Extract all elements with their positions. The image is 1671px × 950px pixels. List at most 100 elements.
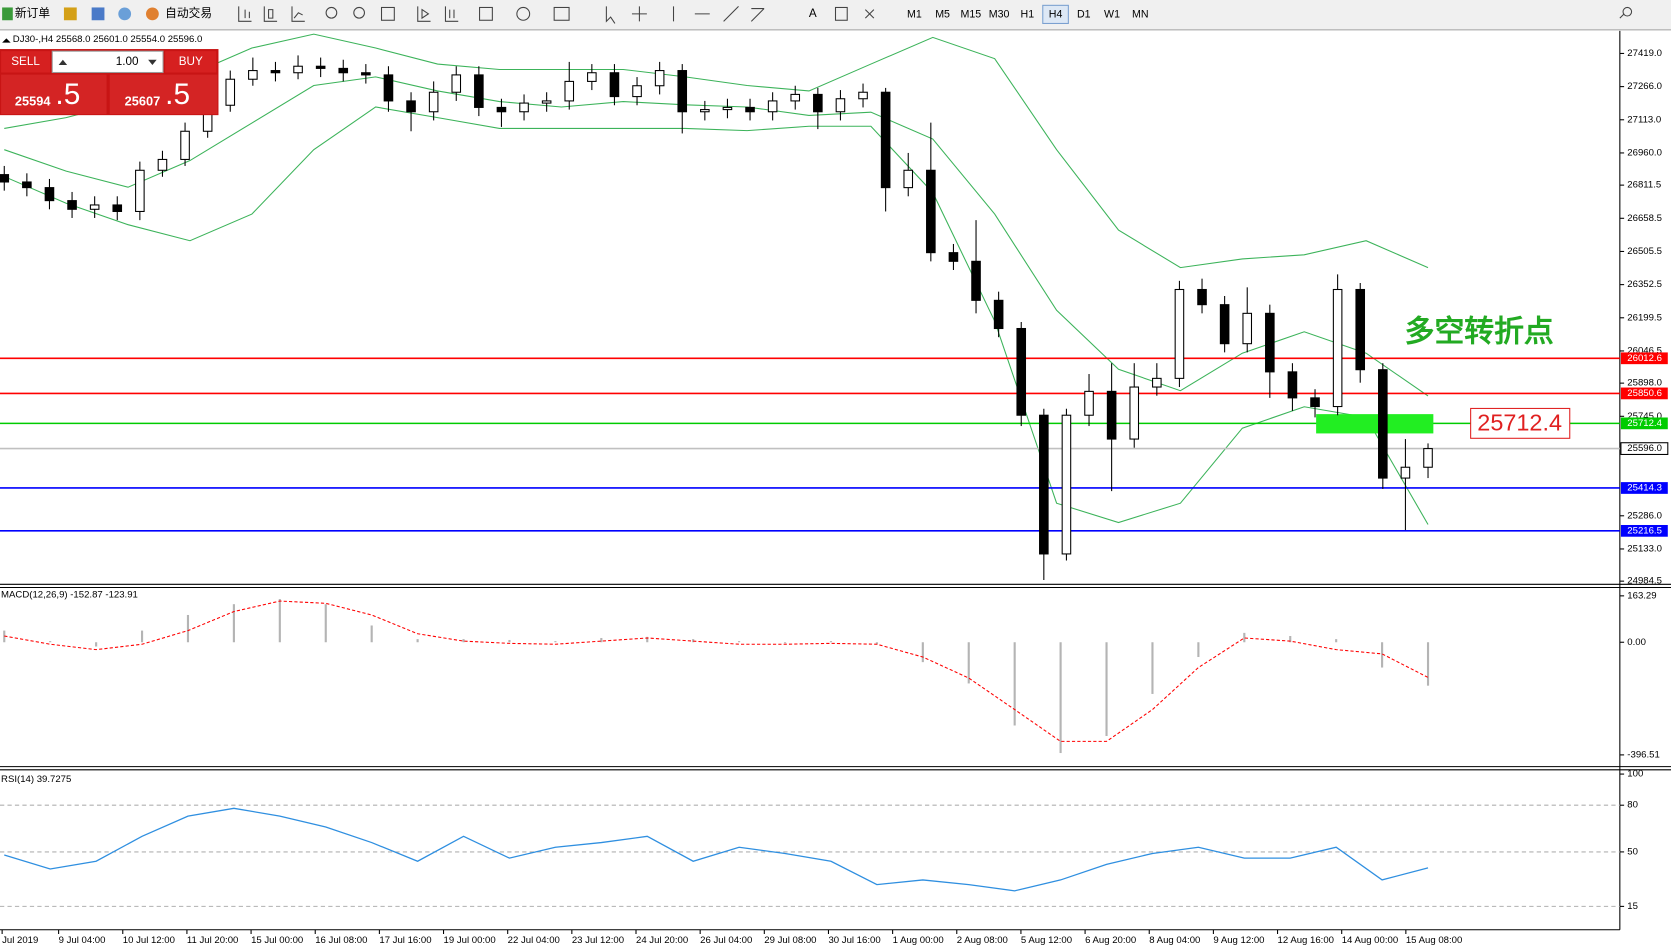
- band-lower: [4, 106, 1429, 525]
- macd-bar: [875, 642, 878, 645]
- x-tick-label: 10 Jul 12:00: [123, 935, 175, 946]
- y-tick-label: 26658.5: [1627, 213, 1662, 224]
- macd-bar: [646, 636, 649, 643]
- candle-body: [564, 80, 575, 102]
- level-label: 26012.6: [1627, 353, 1662, 364]
- macd-bar: [738, 641, 741, 643]
- candle-body: [1084, 390, 1094, 416]
- y-tick-label: 26505.5: [1627, 246, 1662, 257]
- x-tick-label: 29 Jul 08:00: [764, 935, 816, 946]
- x-tick-label: 30 Jul 16:00: [828, 935, 880, 946]
- sell-label[interactable]: SELL: [11, 55, 40, 68]
- timeframe[interactable]: M30: [989, 9, 1010, 21]
- y-tick-label: 163.29: [1627, 590, 1656, 601]
- y-tick-label: 26960.0: [1627, 147, 1662, 158]
- candle-body: [225, 78, 236, 106]
- macd-bar: [1013, 642, 1016, 726]
- candle-body: [338, 67, 349, 74]
- timeframe[interactable]: H1: [1021, 9, 1035, 21]
- icon: [516, 6, 531, 21]
- icon: [145, 7, 159, 21]
- ask-fraction: .5: [165, 78, 190, 111]
- timeframe[interactable]: W1: [1104, 9, 1120, 21]
- ask-box[interactable]: [109, 74, 218, 115]
- macd-bar: [370, 625, 373, 643]
- timeframe[interactable]: H4: [1049, 9, 1063, 21]
- x-tick-label: 24 Jul 20:00: [636, 935, 688, 946]
- candle-body: [1423, 448, 1433, 468]
- macd-bar: [1243, 632, 1246, 643]
- macd-bar: [1289, 635, 1292, 643]
- timeframe[interactable]: MN: [1132, 9, 1149, 21]
- level-tag: [1620, 442, 1669, 455]
- icon: [553, 6, 570, 21]
- macd-bar: [49, 641, 52, 643]
- candle-body: [1287, 371, 1298, 399]
- pivot-callout: 25712.4: [1477, 410, 1562, 436]
- candle-body: [496, 106, 507, 113]
- icon: [631, 6, 647, 22]
- macd-bar: [186, 614, 190, 643]
- candle-body: [1378, 369, 1388, 479]
- candle-body: [112, 204, 123, 212]
- timeframe[interactable]: M15: [960, 9, 981, 21]
- timeframe[interactable]: D1: [1077, 9, 1091, 21]
- candle-body: [767, 100, 778, 113]
- candle-body: [270, 70, 281, 74]
- timeframe-active: [1042, 4, 1069, 24]
- x-tick-label: Jul 2019: [2, 935, 38, 946]
- y-tick-label: 26811.5: [1627, 180, 1661, 191]
- macd-bar: [829, 641, 833, 643]
- macd-title: MACD(12,26,9) -152.87 -123.91: [1, 589, 138, 600]
- y-tick-label: 100: [1627, 769, 1643, 780]
- candle-body: [1061, 414, 1072, 555]
- icon: [864, 9, 875, 19]
- candle-body: [835, 98, 846, 113]
- candle-body: [1332, 288, 1343, 408]
- buy-button[interactable]: [165, 51, 217, 73]
- candle-body: [67, 200, 77, 210]
- candle-body: [1039, 414, 1049, 555]
- timeframe[interactable]: M5: [935, 9, 950, 21]
- candle-body: [89, 204, 100, 210]
- macd-bar: [324, 604, 327, 643]
- rsi-line: [4, 807, 1429, 892]
- level-tag: [1620, 387, 1668, 400]
- macd-bar: [1381, 642, 1384, 668]
- x-tick-label: 8 Aug 04:00: [1149, 935, 1200, 946]
- timeframe[interactable]: M1: [907, 9, 922, 21]
- candle-body: [948, 252, 959, 262]
- macd-bar: [600, 637, 603, 643]
- macd-bar: [1335, 639, 1338, 643]
- candle-body: [1174, 288, 1185, 379]
- lot-input[interactable]: [51, 50, 164, 74]
- candle-body: [880, 91, 891, 189]
- x-tick-label: 12 Aug 16:00: [1278, 935, 1334, 946]
- icon: [63, 7, 77, 21]
- lot-value[interactable]: 1.00: [116, 55, 139, 68]
- macd-bar: [1197, 642, 1200, 658]
- candle-body: [1016, 327, 1027, 416]
- auto-trading[interactable]: 自动交易: [165, 6, 212, 20]
- chart-header: DJ30-,H4 25568.0 25601.0 25554.0 25596.0: [13, 34, 203, 45]
- candle-body: [1219, 304, 1230, 345]
- x-tick-label: 14 Aug 00:00: [1342, 935, 1398, 946]
- candle-body: [293, 65, 303, 74]
- macd-bar: [554, 641, 557, 643]
- level-label: 25596.0: [1627, 443, 1662, 454]
- x-tick-label: 26 Jul 04:00: [700, 935, 752, 946]
- x-tick-label: 15 Aug 08:00: [1406, 935, 1462, 946]
- icon: [263, 6, 278, 22]
- candle-body: [406, 100, 416, 113]
- macd-bar: [1426, 642, 1430, 686]
- candle-body: [44, 187, 55, 202]
- new-order[interactable]: 新订单: [15, 6, 50, 20]
- bid-box[interactable]: [1, 74, 107, 115]
- candle-body: [1310, 397, 1320, 408]
- candle-body: [971, 260, 981, 301]
- buy-label[interactable]: BUY: [179, 55, 203, 68]
- x-tick-label: 6 Aug 20:00: [1085, 935, 1136, 946]
- sell-button[interactable]: [1, 51, 51, 73]
- pivot-callout-box: [1470, 407, 1571, 439]
- y-tick-label: 26199.5: [1627, 312, 1662, 323]
